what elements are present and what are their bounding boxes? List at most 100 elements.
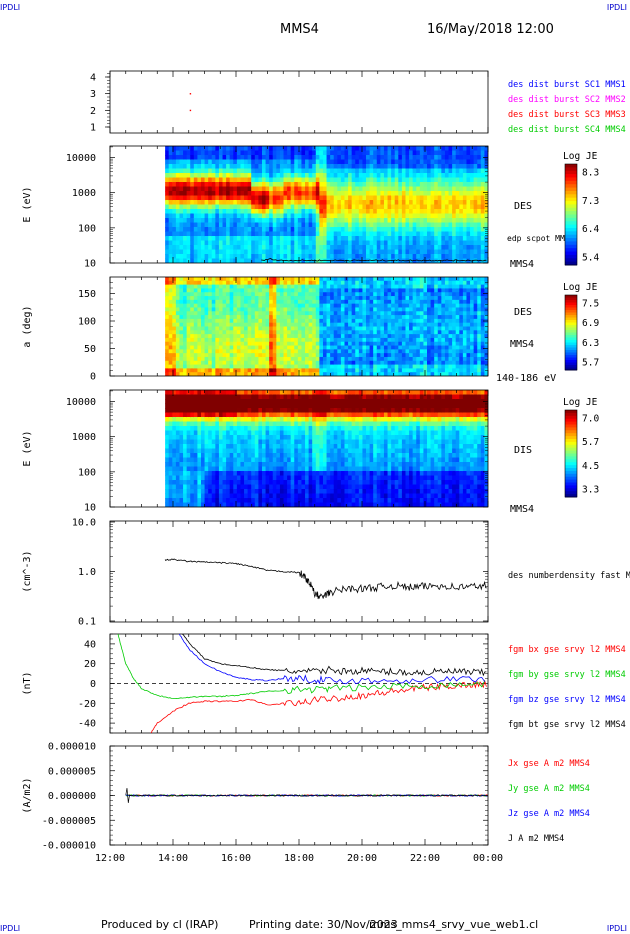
heatmap-cell (398, 277, 403, 282)
heatmap-cell (229, 164, 234, 170)
date-time-title: 16/May/2018 12:00 (427, 22, 554, 37)
heatmap-cell (175, 364, 181, 369)
heatmap-cell (175, 146, 181, 152)
heatmap-cell (351, 356, 356, 362)
heatmap-cell (459, 227, 464, 233)
heatmap-cell (333, 326, 338, 331)
heatmap-cell (355, 146, 360, 152)
heatmap-cell (208, 288, 213, 293)
heatmap-cell (208, 258, 213, 263)
heatmap-cell (294, 299, 299, 305)
heatmap-cell (441, 182, 446, 188)
heatmap-cell (322, 330, 328, 335)
heatmap-cell (272, 277, 277, 282)
heatmap-cell (330, 218, 335, 224)
heatmap-cell (294, 337, 299, 343)
heatmap-cell (204, 296, 209, 301)
heatmap-cell (330, 326, 335, 331)
heatmap-cell (401, 288, 407, 293)
heatmap-cell (416, 150, 421, 156)
heatmap-cell (201, 345, 206, 350)
heatmap-cell (211, 249, 216, 255)
heatmap-cell (279, 288, 285, 293)
heatmap-cell (448, 182, 453, 188)
heatmap-cell (290, 311, 295, 316)
heatmap-cell (283, 204, 288, 210)
heatmap-cell (240, 222, 245, 228)
heatmap-cell (466, 173, 471, 179)
heatmap-cell (319, 326, 324, 331)
heatmap-cell (197, 222, 202, 228)
heatmap-cell (308, 296, 313, 301)
heatmap-cell (190, 155, 195, 161)
des-energy-colorbar-segment (565, 234, 577, 239)
heatmap-cell (452, 349, 457, 354)
heatmap-cell (473, 222, 478, 228)
heatmap-cell (175, 236, 181, 242)
heatmap-cell (409, 311, 414, 316)
heatmap-cell (254, 213, 259, 219)
y-tick-label: 150 (78, 289, 96, 300)
heatmap-cell (308, 155, 313, 161)
heatmap-cell (269, 168, 274, 174)
heatmap-cell (172, 341, 177, 347)
heatmap-cell (373, 249, 378, 255)
heatmap-cell (480, 322, 486, 328)
heatmap-cell (279, 296, 285, 301)
heatmap-cell (362, 345, 367, 350)
heatmap-cell (233, 173, 238, 179)
heatmap-cell (480, 345, 486, 350)
heatmap-cell (197, 168, 202, 174)
heatmap-cell (183, 195, 188, 201)
heatmap-cell (437, 186, 442, 192)
heatmap-cell (172, 200, 177, 206)
heatmap-cell (348, 191, 353, 197)
heatmap-cell (434, 222, 439, 228)
heatmap-cell (172, 356, 177, 362)
heatmap-cell (366, 249, 371, 255)
heatmap-cell (272, 177, 277, 183)
heatmap-cell (412, 341, 417, 347)
heatmap-cell (279, 213, 285, 219)
heatmap-cell (459, 364, 464, 369)
heatmap-cell (358, 368, 364, 373)
heatmap-cell (401, 231, 407, 237)
heatmap-cell (401, 177, 407, 183)
heatmap-cell (258, 245, 263, 251)
heatmap-cell (394, 356, 399, 362)
heatmap-cell (373, 209, 378, 215)
heatmap-cell (423, 222, 428, 228)
heatmap-cell (358, 360, 364, 366)
heatmap-cell (412, 218, 417, 224)
heatmap-cell (398, 296, 403, 301)
heatmap-cell (373, 288, 378, 293)
heatmap-cell (452, 182, 457, 188)
heatmap-cell (470, 240, 475, 246)
heatmap-cell (261, 231, 267, 237)
heatmap-cell (175, 222, 181, 228)
heatmap-cell (204, 159, 209, 165)
heatmap-cell (437, 177, 442, 183)
heatmap-cell (197, 195, 202, 201)
heatmap-cell (276, 213, 281, 219)
heatmap-cell (394, 195, 399, 201)
heatmap-cell (355, 299, 360, 305)
heatmap-cell (412, 318, 417, 324)
heatmap-cell (244, 240, 249, 246)
heatmap-cell (201, 318, 206, 324)
heatmap-cell (208, 182, 213, 188)
heatmap-cell (247, 218, 252, 224)
heatmap-cell (308, 200, 313, 206)
heatmap-cell (326, 368, 331, 373)
heatmap-cell (222, 307, 227, 312)
heatmap-cell (355, 159, 360, 165)
heatmap-cell (265, 218, 270, 224)
heatmap-cell (287, 209, 292, 215)
heatmap-cell (215, 222, 220, 228)
heatmap-cell (190, 280, 195, 286)
heatmap-cell (236, 155, 242, 161)
heatmap-cell (226, 349, 231, 354)
heatmap-cell (319, 349, 324, 354)
heatmap-cell (340, 254, 346, 260)
heatmap-cell (254, 191, 259, 197)
